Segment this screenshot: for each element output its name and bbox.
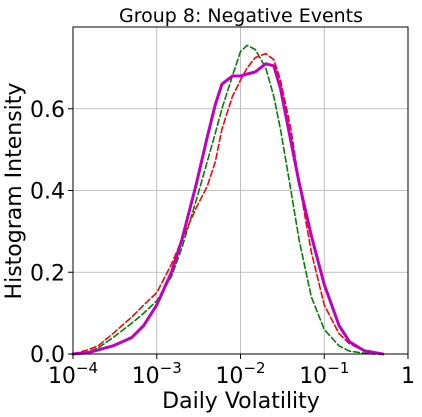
- x-tick-label: 1: [401, 364, 415, 389]
- y-tick-label: 0.6: [30, 98, 65, 123]
- series-line-2: [72, 52, 376, 355]
- x-tick-label-base: 10: [299, 364, 327, 389]
- series-line-1: [72, 44, 376, 355]
- x-tick-label-base: 10: [215, 364, 243, 389]
- y-tick-label: 0.0: [30, 343, 65, 368]
- x-tick-label-exponent: −2: [243, 359, 265, 377]
- x-tick-label-base: 1: [401, 364, 415, 389]
- x-tick-label-exponent: −3: [160, 359, 182, 377]
- x-tick-label: 10−2: [215, 359, 265, 389]
- x-tick-label-exponent: −4: [76, 359, 98, 377]
- chart-title: Group 8: Negative Events: [119, 5, 363, 27]
- x-tick-label: 10−1: [299, 359, 349, 389]
- x-tick-label: 10−4: [48, 359, 98, 389]
- x-tick-label-base: 10: [132, 364, 160, 389]
- y-axis-label: Histogram Intensity: [2, 83, 27, 300]
- x-tick-label-base: 10: [48, 364, 76, 389]
- y-tick-label: 0.4: [30, 180, 65, 205]
- series-line-3: [71, 62, 385, 356]
- axes-ticks: 10−4 10−3 10−2 10−1 10.00.20.40.6: [30, 98, 415, 389]
- x-tick-label-exponent: −1: [327, 359, 349, 377]
- x-tick-label: 10−3: [132, 359, 182, 389]
- y-tick-label: 0.2: [30, 261, 65, 286]
- series-layer: [71, 44, 385, 356]
- x-axis-label: Daily Volatility: [162, 389, 320, 414]
